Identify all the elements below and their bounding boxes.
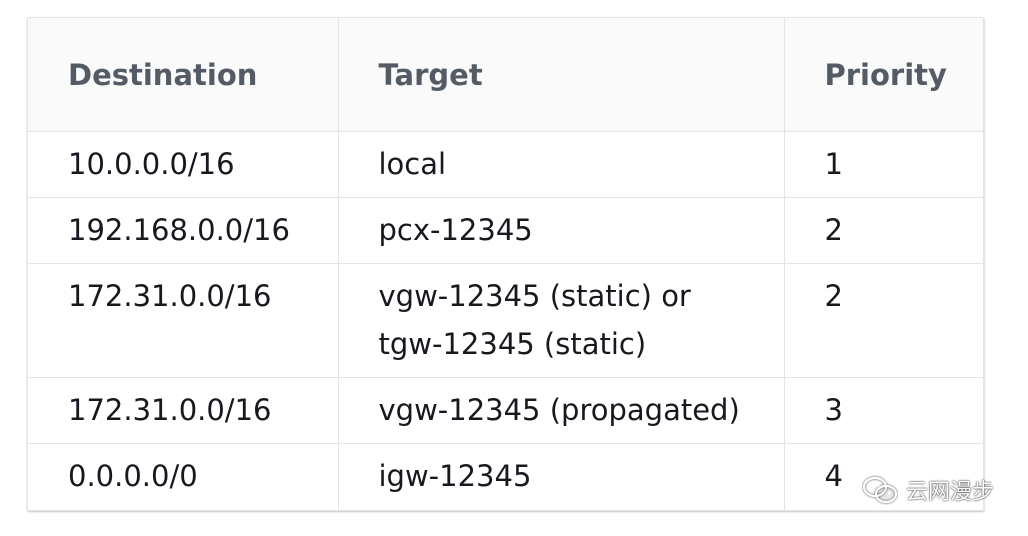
target-line: vgw-12345 (propagated) [378,393,740,428]
table-row: 0.0.0.0/0 igw-12345 4 [28,443,983,510]
table-row: 172.31.0.0/16 vgw-12345 (static) or tgw-… [28,263,983,379]
table-row: 192.168.0.0/16 pcx-12345 2 [28,197,983,265]
cell-destination: 10.0.0.0/16 [28,131,339,199]
watermark-text: 云网漫步 [905,480,994,505]
target-line: pcx-12345 [378,213,533,248]
cell-target: vgw-12345 (propagated) [338,377,785,445]
cell-destination: 0.0.0.0/0 [28,443,339,510]
cell-priority: 3 [784,377,983,445]
cell-priority: 2 [784,197,983,265]
cell-priority: 4 [824,459,843,494]
wechat-icon [862,475,898,505]
header-target: Target [338,18,785,132]
route-table: Destination Target Priority 10.0.0.0/16 … [27,17,984,511]
cell-target: igw-12345 [338,443,785,510]
cell-target: local [338,131,785,199]
target-line: tgw-12345 (static) [378,327,647,362]
cell-destination: 172.31.0.0/16 [28,263,339,379]
target-line: igw-12345 [378,459,532,494]
cell-destination: 172.31.0.0/16 [28,377,339,445]
route-table-grid: Destination Target Priority 10.0.0.0/16 … [28,18,983,510]
table-row: 172.31.0.0/16 vgw-12345 (propagated) 3 [28,377,983,445]
table-row: 10.0.0.0/16 local 1 [28,131,983,199]
watermark: 云网漫步 [862,474,994,506]
header-priority: Priority [784,18,983,132]
cell-priority: 1 [784,131,983,199]
target-line: local [378,147,447,181]
cell-priority: 2 [784,263,983,379]
target-line: vgw-12345 (static) or [378,279,691,314]
table-header-row: Destination Target Priority [28,18,983,132]
cell-target: pcx-12345 [338,197,785,265]
cell-destination: 192.168.0.0/16 [28,197,339,265]
cell-target: vgw-12345 (static) or tgw-12345 (static) [338,263,785,379]
header-destination: Destination [28,18,339,132]
